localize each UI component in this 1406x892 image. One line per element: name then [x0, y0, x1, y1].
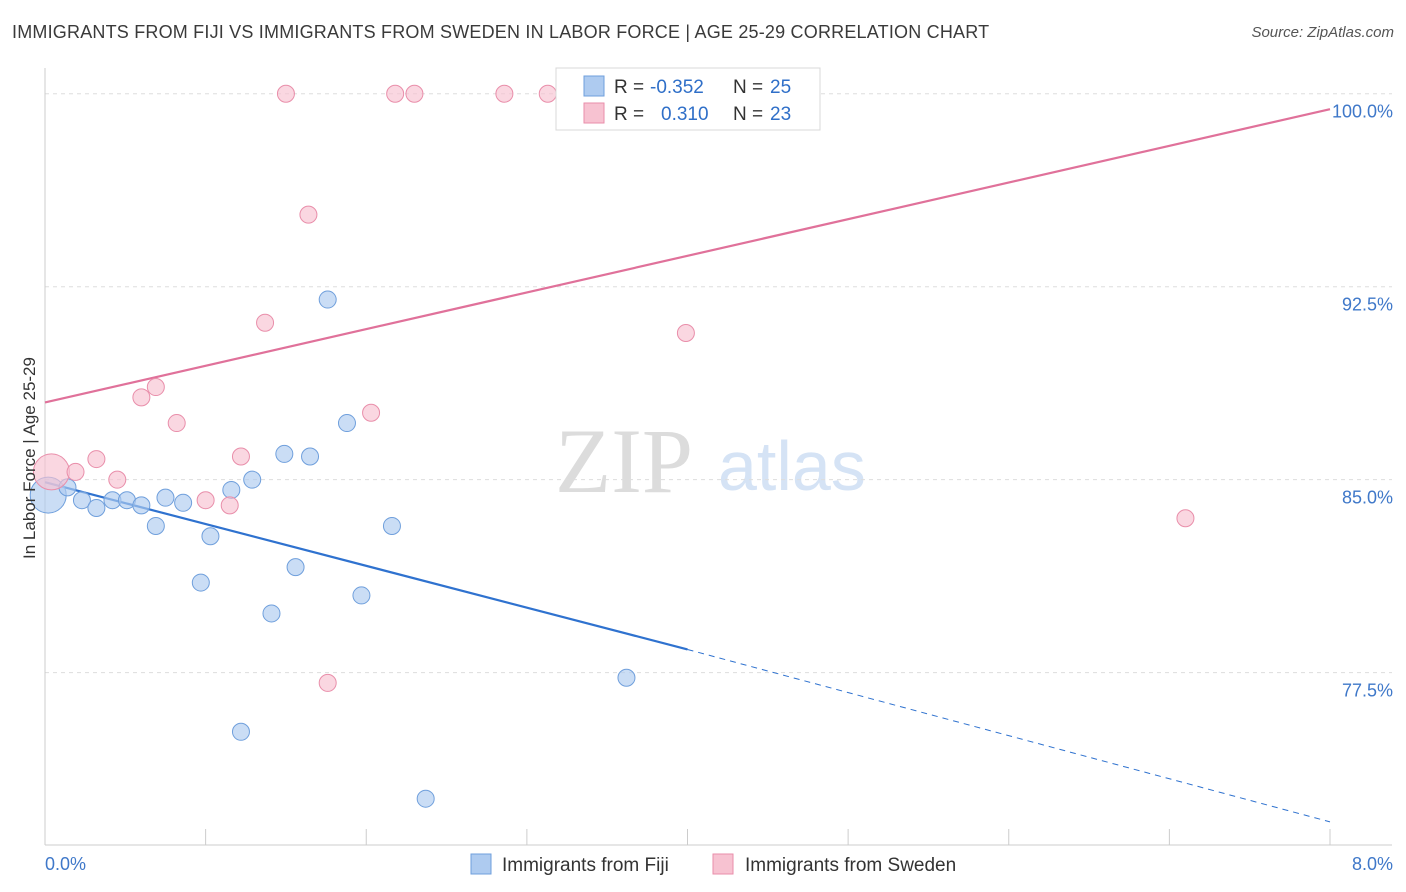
point-sweden	[220, 496, 239, 515]
point-sweden	[405, 84, 424, 103]
trendline-fiji	[44, 481, 688, 651]
legend-fiji-r-value: -0.352	[650, 77, 704, 98]
legend-sweden-r-label: R =	[614, 104, 644, 125]
point-sweden	[538, 84, 557, 103]
y-tick-label: 92.5%	[1342, 295, 1393, 315]
legend-sweden-n-label: N =	[733, 104, 763, 125]
point-fiji	[318, 290, 337, 309]
point-sweden	[676, 324, 695, 343]
bottom-legend-swatch-fiji	[470, 853, 492, 875]
point-fiji	[352, 586, 371, 605]
point-sweden	[231, 447, 250, 466]
point-fiji	[201, 527, 220, 546]
point-sweden	[108, 470, 127, 489]
point-fiji	[617, 668, 636, 687]
grid-lines	[45, 93, 1392, 674]
bottom-legend-label-fiji: Immigrants from Fiji	[502, 855, 669, 876]
point-fiji	[146, 516, 165, 535]
point-sweden	[132, 388, 151, 407]
legend-fiji-n-value: 25	[770, 77, 791, 98]
x-tick-label: 8.0%	[1352, 854, 1393, 874]
point-fiji	[337, 414, 356, 433]
point-sweden	[386, 84, 405, 103]
watermark-atlas: atlas	[718, 427, 866, 505]
point-sweden	[256, 313, 275, 332]
point-fiji	[132, 496, 151, 515]
point-fiji	[231, 722, 250, 741]
point-fiji	[174, 493, 193, 512]
legend-fiji-r-label: R =	[614, 77, 644, 98]
point-sweden	[1176, 509, 1195, 528]
trendline-fiji-extension	[687, 648, 1331, 823]
trendline-sweden	[44, 108, 1331, 404]
point-fiji	[382, 516, 401, 535]
point-sweden	[495, 84, 514, 103]
trend-lines	[44, 108, 1331, 823]
point-sweden	[362, 403, 381, 422]
point-sweden	[66, 462, 85, 481]
source-credit: Source: ZipAtlas.com	[1251, 24, 1394, 41]
legend-swatch-sweden	[583, 102, 605, 124]
legend-sweden-n-value: 23	[770, 104, 791, 125]
point-sweden	[276, 84, 295, 103]
bottom-legend-swatch-sweden	[712, 853, 734, 875]
point-fiji	[416, 789, 435, 808]
point-sweden	[196, 491, 215, 510]
point-sweden	[299, 205, 318, 224]
point-fiji	[222, 480, 241, 499]
point-sweden	[318, 673, 337, 692]
point-fiji	[72, 491, 91, 510]
y-axis-label: In Labor Force | Age 25-29	[20, 357, 39, 559]
legend-fiji-n-label: N =	[733, 77, 763, 98]
correlation-legend: R = -0.352 N = 25 R = 0.310 N = 23	[555, 67, 821, 131]
point-sweden	[87, 450, 106, 469]
point-fiji	[243, 470, 262, 489]
bottom-legend-label-sweden: Immigrants from Sweden	[745, 855, 956, 876]
tick-labels: 100.0% 92.5% 85.0% 77.5% 0.0% 8.0%	[45, 102, 1393, 874]
data-points	[29, 84, 1195, 808]
point-sweden	[167, 414, 186, 433]
point-fiji	[286, 558, 305, 577]
legend-swatch-fiji	[583, 75, 605, 97]
x-tick-label: 0.0%	[45, 854, 86, 874]
point-fiji	[191, 573, 210, 592]
watermark-zip: ZIP	[555, 410, 693, 512]
point-fiji	[87, 498, 106, 517]
point-fiji	[156, 488, 175, 507]
point-fiji	[275, 444, 294, 463]
y-tick-label: 77.5%	[1342, 681, 1393, 701]
y-tick-label: 85.0%	[1342, 488, 1393, 508]
point-fiji	[262, 604, 281, 623]
y-tick-label: 100.0%	[1332, 102, 1393, 122]
point-sweden	[146, 378, 165, 397]
chart-title: IMMIGRANTS FROM FIJI VS IMMIGRANTS FROM …	[12, 22, 990, 42]
legend-sweden-r-value: 0.310	[661, 104, 709, 125]
point-fiji	[301, 447, 320, 466]
series-legend: Immigrants from Fiji Immigrants from Swe…	[470, 853, 956, 876]
